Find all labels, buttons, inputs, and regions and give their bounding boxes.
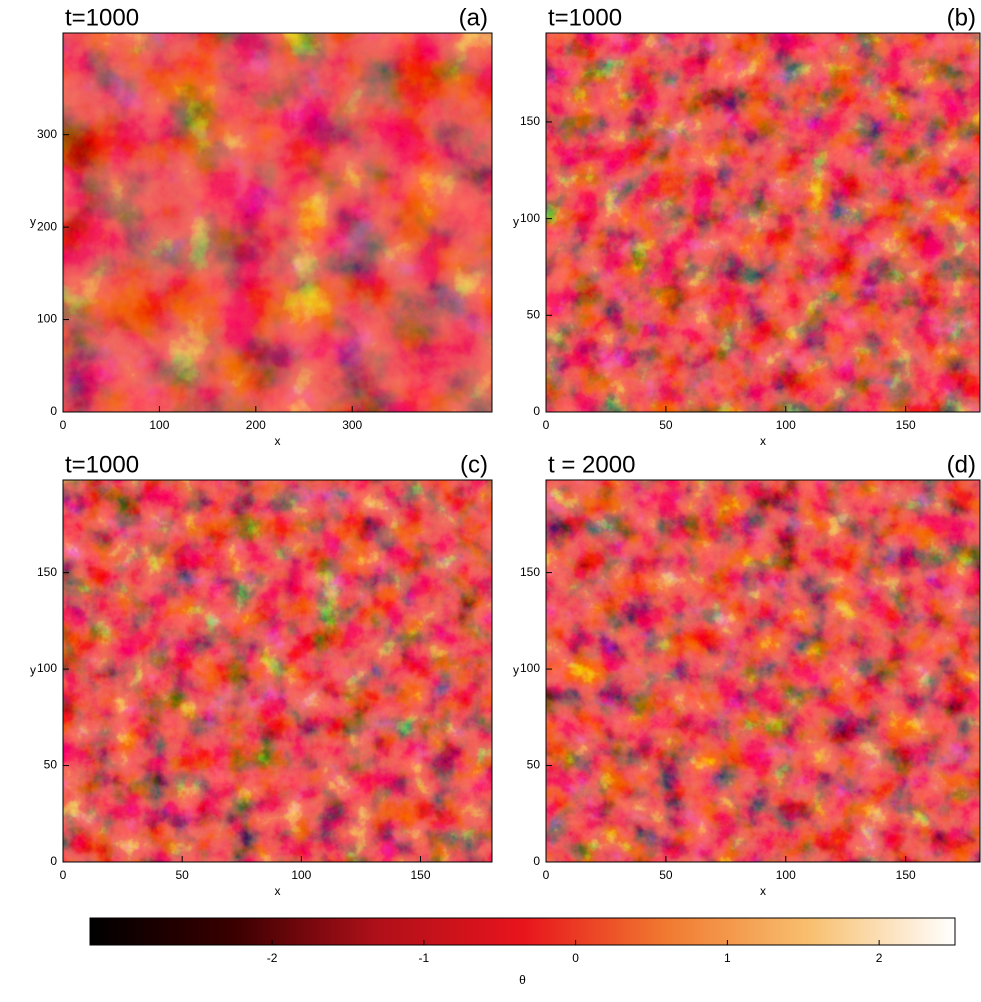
x-tick-label: 50 xyxy=(659,868,673,882)
x-tick-label: 150 xyxy=(896,418,916,432)
x-tick-label: 200 xyxy=(246,418,266,432)
plot-frame xyxy=(62,32,493,413)
colorbar-tick-label: 1 xyxy=(724,951,731,965)
colorbar-label: θ xyxy=(519,973,526,987)
y-tick-label: 50 xyxy=(527,307,541,321)
colorbar xyxy=(89,917,956,946)
y-tick-label: 100 xyxy=(520,661,540,675)
panel-title: t=1000 xyxy=(548,4,622,31)
panel-title: t=1000 xyxy=(65,4,139,31)
y-tick-label: 100 xyxy=(37,661,57,675)
x-tick-label: 0 xyxy=(543,868,550,882)
field-image xyxy=(546,480,980,862)
plot-frame xyxy=(62,479,493,863)
field-image xyxy=(63,480,492,862)
y-tick-label: 50 xyxy=(44,758,58,772)
y-tick-label: 150 xyxy=(37,565,57,579)
y-axis-label: y xyxy=(30,663,36,677)
x-axis-label: x xyxy=(760,434,766,448)
y-tick-label: 300 xyxy=(37,127,57,141)
x-tick-label: 0 xyxy=(60,868,67,882)
x-tick-label: 150 xyxy=(896,868,916,882)
x-tick-label: 100 xyxy=(291,868,311,882)
y-tick-label: 100 xyxy=(520,211,540,225)
colorbar-tick-label: -2 xyxy=(267,951,278,965)
plot-frame xyxy=(545,32,981,413)
x-axis-label: x xyxy=(275,884,281,898)
field-image xyxy=(63,33,492,412)
x-tick-label: 50 xyxy=(175,868,189,882)
x-tick-label: 150 xyxy=(410,868,430,882)
panel-title: t = 2000 xyxy=(548,451,635,478)
colorbar-tick-label: 0 xyxy=(572,951,579,965)
y-tick-label: 0 xyxy=(50,854,57,868)
y-tick-label: 200 xyxy=(37,219,57,233)
y-axis-label: y xyxy=(513,663,519,677)
y-tick-label: 0 xyxy=(533,854,540,868)
x-axis-label: x xyxy=(275,434,281,448)
x-axis-label: x xyxy=(760,884,766,898)
x-tick-label: 0 xyxy=(543,418,550,432)
y-axis-label: y xyxy=(30,215,36,229)
panel-label: (b) xyxy=(947,4,976,31)
y-tick-label: 150 xyxy=(520,565,540,579)
x-tick-label: 0 xyxy=(60,418,67,432)
y-tick-label: 50 xyxy=(527,758,541,772)
x-tick-label: 100 xyxy=(776,868,796,882)
panel-label: (c) xyxy=(460,451,488,478)
x-tick-label: 50 xyxy=(659,418,673,432)
panel-title: t=1000 xyxy=(65,451,139,478)
x-tick-label: 100 xyxy=(776,418,796,432)
colorbar-tick-label: -1 xyxy=(419,951,430,965)
y-tick-label: 0 xyxy=(533,404,540,418)
field-image xyxy=(546,33,980,412)
x-tick-label: 300 xyxy=(342,418,362,432)
plot-frame xyxy=(545,479,981,863)
colorbar-tick-label: 2 xyxy=(876,951,883,965)
panel-label: (d) xyxy=(947,451,976,478)
y-tick-label: 150 xyxy=(520,114,540,128)
y-tick-label: 0 xyxy=(50,404,57,418)
panel-label: (a) xyxy=(459,4,488,31)
y-axis-label: y xyxy=(513,215,519,229)
x-tick-label: 100 xyxy=(149,418,169,432)
y-tick-label: 100 xyxy=(37,312,57,326)
